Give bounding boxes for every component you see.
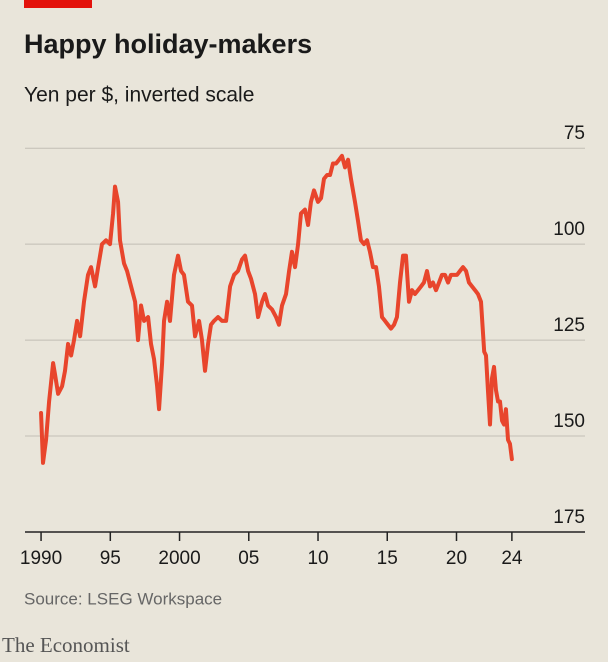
series-line — [39, 153, 514, 465]
y-tick-label: 150 — [553, 411, 585, 432]
red-tag — [24, 0, 92, 8]
chart-title: Happy holiday-makers — [24, 29, 312, 59]
x-tick-label: 05 — [238, 548, 259, 569]
x-tick-label: 10 — [307, 548, 328, 569]
x-tick-label: 1990 — [20, 548, 62, 569]
y-tick-label: 100 — [553, 219, 585, 240]
y-tick-label: 125 — [553, 315, 585, 336]
x-tick-label: 2000 — [158, 548, 200, 569]
x-tick-label: 20 — [446, 548, 467, 569]
brand: The Economist — [2, 633, 130, 657]
x-tick-label: 24 — [501, 548, 523, 569]
x-tick-label: 15 — [377, 548, 398, 569]
source: Source: LSEG Workspace — [24, 589, 222, 608]
y-tick-label: 75 — [564, 123, 585, 144]
chart-subtitle: Yen per $, inverted scale — [24, 84, 254, 107]
x-tick-label: 95 — [100, 548, 121, 569]
y-tick-label: 175 — [553, 507, 585, 528]
